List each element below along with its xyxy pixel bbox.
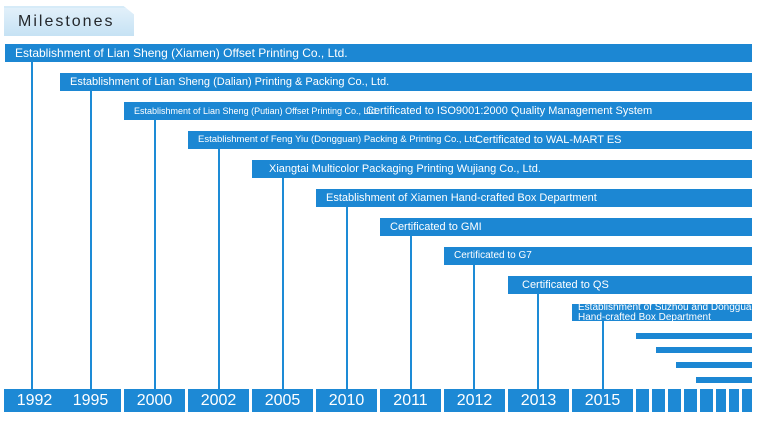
page-title-text: Milestones [18, 13, 115, 30]
trailing-stub-4 [696, 377, 752, 383]
stem-2011 [410, 235, 412, 389]
year-label-2012: 2012 [456, 392, 493, 409]
year-2000: 2000 [124, 389, 185, 412]
year-2012: 2012 [444, 389, 505, 412]
page-title: Milestones [4, 6, 134, 36]
year-2013: 2013 [508, 389, 569, 412]
stem-2005 [282, 177, 284, 389]
stem-2015 [602, 321, 604, 389]
year-label-1992: 1992 [16, 392, 53, 409]
stem-2000 [154, 119, 156, 389]
trailing-stub-3 [676, 362, 752, 368]
milestone-bar-2015: Establishment of Suzhou and Dongguan Han… [572, 304, 752, 321]
year-2011: 2011 [380, 389, 441, 412]
future-tick-8 [742, 389, 752, 412]
milestone-text-2010: Establishment of Xiamen Hand-crafted Box… [326, 192, 597, 204]
milestone-bar-2010: Establishment of Xiamen Hand-crafted Box… [316, 189, 752, 207]
stem-2002 [218, 148, 220, 389]
stem-2010 [346, 206, 348, 389]
stem-1995 [90, 91, 92, 389]
milestone-bar-2013: Certificated to QS [508, 276, 752, 294]
year-label-2000: 2000 [136, 392, 173, 409]
year-2010: 2010 [316, 389, 377, 412]
trailing-stub-2 [656, 347, 752, 353]
milestone-bar-1995: Establishment of Lian Sheng (Dalian) Pri… [60, 73, 752, 91]
milestone-bar-1992: Establishment of Lian Sheng (Xiamen) Off… [5, 44, 752, 62]
year-label-1995: 1995 [72, 392, 109, 409]
milestone-bar-2005: Xiangtai Multicolor Packaging Printing W… [252, 160, 752, 178]
year-2015: 2015 [572, 389, 633, 412]
year-label-2013: 2013 [520, 392, 557, 409]
milestone-bar-2000: Establishment of Lian Sheng (Putian) Off… [124, 102, 752, 120]
stem-2013 [537, 292, 539, 389]
year-1995: 1995 [60, 389, 121, 412]
future-tick-1 [636, 389, 649, 412]
milestone-text-2011: Certificated to GMI [390, 221, 482, 233]
milestone-text-2013: Certificated to QS [522, 279, 609, 291]
milestone-text-2002: Establishment of Feng Yiu (Dongguan) Pac… [198, 134, 480, 145]
milestone-bar-2012: Certificated to G7 [444, 247, 752, 265]
year-1992: 1992 [4, 389, 65, 412]
year-label-2002: 2002 [200, 392, 237, 409]
milestone-text-2000: Establishment of Lian Sheng (Putian) Off… [134, 106, 379, 116]
year-label-2015: 2015 [584, 392, 621, 409]
stem-2012 [473, 264, 475, 389]
year-label-2010: 2010 [328, 392, 365, 409]
milestone-text-2015: Establishment of Suzhou and Dongguan Han… [578, 304, 752, 321]
milestone-bar-2002: Establishment of Feng Yiu (Dongguan) Pac… [188, 131, 752, 149]
future-tick-5 [700, 389, 713, 412]
milestone-text-2012: Certificated to G7 [454, 250, 532, 261]
milestone-text-2000-cert: Certificated to ISO9001:2000 Quality Man… [366, 105, 653, 117]
year-label-2005: 2005 [264, 392, 301, 409]
trailing-stub-1 [636, 333, 752, 339]
future-tick-4 [684, 389, 697, 412]
milestone-text-2002-cert: Certificated to WAL-MART ES [475, 134, 622, 146]
future-tick-6 [716, 389, 726, 412]
future-tick-2 [652, 389, 665, 412]
stem-1992 [31, 61, 33, 389]
milestone-text-2005: Xiangtai Multicolor Packaging Printing W… [269, 163, 541, 175]
future-tick-7 [729, 389, 739, 412]
year-label-2011: 2011 [393, 392, 428, 409]
year-2002: 2002 [188, 389, 249, 412]
milestone-text-1995: Establishment of Lian Sheng (Dalian) Pri… [70, 76, 390, 88]
milestone-bar-2011: Certificated to GMI [380, 218, 752, 236]
milestone-text-1992: Establishment of Lian Sheng (Xiamen) Off… [15, 46, 348, 60]
future-tick-3 [668, 389, 681, 412]
year-2005: 2005 [252, 389, 313, 412]
